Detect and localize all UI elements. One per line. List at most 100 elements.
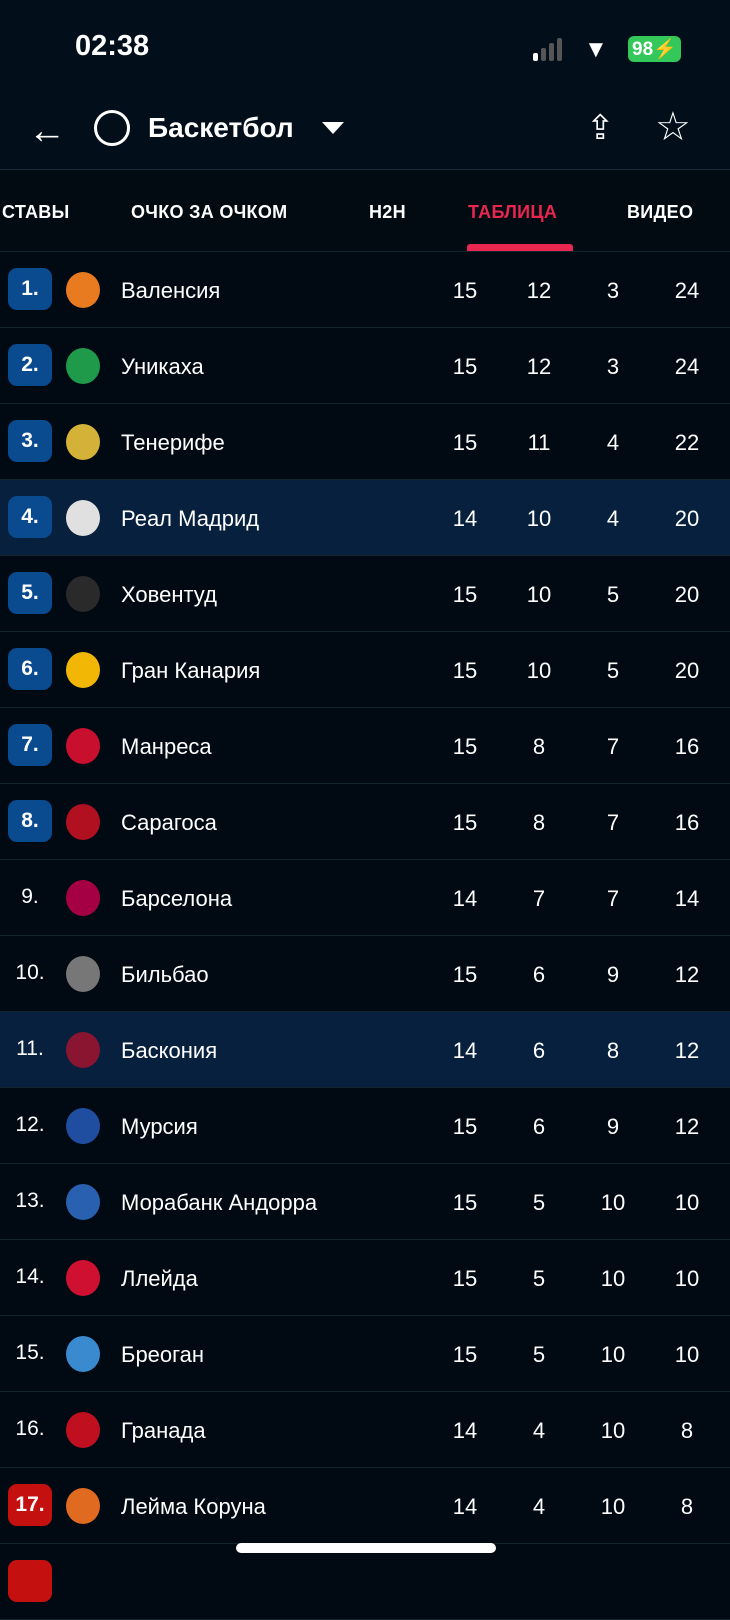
team-name[interactable]: Гранада bbox=[121, 1418, 206, 1443]
home-indicator bbox=[236, 1543, 496, 1553]
points: 10 bbox=[674, 1342, 700, 1367]
table-row[interactable]: 16. Гранада 14 4 10 8 bbox=[0, 1392, 730, 1468]
played: 15 bbox=[452, 430, 478, 455]
signal-icon bbox=[533, 38, 562, 61]
points: 24 bbox=[674, 278, 700, 303]
team-name[interactable]: Уникаха bbox=[121, 354, 204, 379]
losses: 3 bbox=[606, 354, 620, 379]
table-row[interactable]: 5. Ховентуд 15 10 5 20 bbox=[0, 556, 730, 632]
team-name[interactable]: Ллейда bbox=[121, 1266, 198, 1291]
table-row[interactable]: 4. Реал Мадрид 14 10 4 20 bbox=[0, 480, 730, 556]
team-name[interactable]: Тенерифе bbox=[121, 430, 225, 455]
points: 14 bbox=[674, 886, 700, 911]
played: 15 bbox=[452, 734, 478, 759]
tab-lineups[interactable]: СТАВЫ bbox=[2, 202, 70, 222]
tab-video[interactable]: ВИДЕО bbox=[627, 202, 694, 222]
played: 14 bbox=[452, 1418, 478, 1443]
wins: 12 bbox=[526, 278, 552, 303]
team-logo bbox=[66, 348, 100, 384]
team-name[interactable]: Ховентуд bbox=[121, 582, 217, 607]
standings-table: 1. Валенсия 15 12 3 24 2. Уникаха 15 12 3… bbox=[0, 252, 730, 1620]
table-row-partial bbox=[0, 1544, 730, 1620]
wins: 7 bbox=[532, 886, 546, 911]
wins: 4 bbox=[532, 1418, 546, 1443]
team-name[interactable]: Мурсия bbox=[121, 1114, 198, 1139]
losses: 3 bbox=[606, 278, 620, 303]
team-name[interactable]: Лейма Коруна bbox=[121, 1494, 266, 1519]
position-badge: 5. bbox=[8, 572, 52, 614]
star-icon[interactable]: ☆ bbox=[655, 105, 691, 149]
team-name[interactable]: Валенсия bbox=[121, 278, 221, 303]
tab-table[interactable]: ТАБЛИЦА bbox=[468, 202, 558, 222]
played: 14 bbox=[452, 1038, 478, 1063]
wins: 5 bbox=[532, 1266, 546, 1291]
table-row[interactable]: 12. Мурсия 15 6 9 12 bbox=[0, 1088, 730, 1164]
team-name[interactable]: Бреоган bbox=[121, 1342, 205, 1367]
team-name[interactable]: Барселона bbox=[121, 886, 233, 911]
team-name[interactable]: Бильбао bbox=[121, 962, 209, 987]
table-row[interactable]: 10. Бильбао 15 6 9 12 bbox=[0, 936, 730, 1012]
losses: 9 bbox=[606, 962, 620, 987]
team-logo bbox=[66, 1032, 100, 1068]
points: 22 bbox=[674, 430, 700, 455]
table-row[interactable]: 3. Тенерифе 15 11 4 22 bbox=[0, 404, 730, 480]
position-badge: 7. bbox=[8, 724, 52, 766]
table-row[interactable]: 6. Гран Канария 15 10 5 20 bbox=[0, 632, 730, 708]
team-name[interactable]: Сарагоса bbox=[121, 810, 217, 835]
table-row[interactable]: 1. Валенсия 15 12 3 24 bbox=[0, 252, 730, 328]
played: 15 bbox=[452, 354, 478, 379]
chevron-down-icon[interactable] bbox=[322, 122, 344, 134]
table-row[interactable]: 14. Ллейда 15 5 10 10 bbox=[0, 1240, 730, 1316]
wins: 8 bbox=[532, 810, 546, 835]
basketball-icon bbox=[94, 110, 130, 146]
table-row[interactable]: 17. Лейма Коруна 14 4 10 8 bbox=[0, 1468, 730, 1544]
team-logo bbox=[66, 804, 100, 840]
played: 15 bbox=[452, 658, 478, 683]
position-badge bbox=[8, 1560, 52, 1602]
team-name[interactable]: Реал Мадрид bbox=[121, 506, 260, 531]
team-name[interactable]: Баскония bbox=[121, 1038, 218, 1063]
status-bar: 02:38 ▼ 98⚡ bbox=[0, 0, 730, 100]
sport-selector[interactable]: Баскетбол bbox=[148, 112, 294, 143]
points: 24 bbox=[674, 354, 700, 379]
position-badge: 14. bbox=[15, 1265, 45, 1288]
played: 14 bbox=[452, 886, 478, 911]
table-row[interactable]: 13. Морабанк Андорра 15 5 10 10 bbox=[0, 1164, 730, 1240]
wins: 6 bbox=[532, 1114, 546, 1139]
team-logo bbox=[66, 272, 100, 308]
back-arrow-icon[interactable]: ← bbox=[28, 110, 66, 152]
table-row[interactable]: 2. Уникаха 15 12 3 24 bbox=[0, 328, 730, 404]
table-row[interactable]: 8. Сарагоса 15 8 7 16 bbox=[0, 784, 730, 860]
team-name[interactable]: Манреса bbox=[121, 734, 212, 759]
points: 16 bbox=[674, 734, 700, 759]
wins: 4 bbox=[532, 1494, 546, 1519]
position-badge: 12. bbox=[15, 1113, 45, 1136]
points: 20 bbox=[674, 506, 700, 531]
points: 16 bbox=[674, 810, 700, 835]
points: 8 bbox=[680, 1418, 694, 1443]
tab-h2h[interactable]: H2H bbox=[369, 202, 406, 222]
team-name[interactable]: Морабанк Андорра bbox=[121, 1190, 318, 1215]
table-row[interactable]: 11. Баскония 14 6 8 12 bbox=[0, 1012, 730, 1088]
battery-icon: 98⚡ bbox=[628, 36, 681, 62]
wins: 6 bbox=[532, 1038, 546, 1063]
losses: 5 bbox=[606, 658, 620, 683]
share-icon[interactable]: ⇪ bbox=[586, 109, 615, 147]
position-badge: 8. bbox=[8, 800, 52, 842]
wins: 10 bbox=[526, 658, 552, 683]
tab-play-by-play[interactable]: ОЧКО ЗА ОЧКОМ bbox=[131, 202, 288, 222]
table-row[interactable]: 9. Барселона 14 7 7 14 bbox=[0, 860, 730, 936]
position-badge: 15. bbox=[15, 1341, 45, 1364]
position-badge: 9. bbox=[21, 885, 39, 908]
team-logo bbox=[66, 576, 100, 612]
losses: 5 bbox=[606, 582, 620, 607]
points: 12 bbox=[674, 962, 700, 987]
points: 10 bbox=[674, 1266, 700, 1291]
table-row[interactable]: 15. Бреоган 15 5 10 10 bbox=[0, 1316, 730, 1392]
wins: 10 bbox=[526, 582, 552, 607]
position-badge: 17. bbox=[8, 1484, 52, 1526]
team-name[interactable]: Гран Канария bbox=[121, 658, 261, 683]
position-badge: 10. bbox=[15, 961, 45, 984]
table-row[interactable]: 7. Манреса 15 8 7 16 bbox=[0, 708, 730, 784]
wins: 5 bbox=[532, 1190, 546, 1215]
